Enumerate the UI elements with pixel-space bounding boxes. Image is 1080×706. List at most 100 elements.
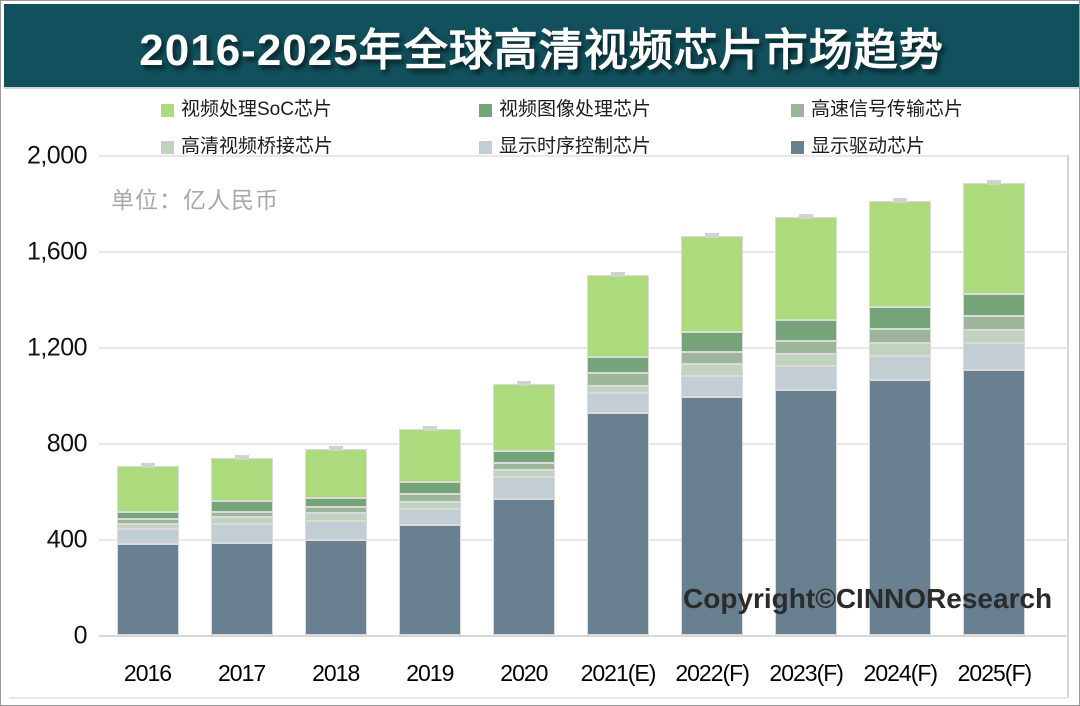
bar-segment [492,384,555,451]
gridline [99,442,1067,445]
bar-segment [775,354,838,366]
legend-item: 高速信号传输芯片 [791,100,963,120]
legend-label: 显示时序控制芯片 [499,136,652,157]
bar-segment [869,342,932,357]
bar-segment [492,469,555,478]
error-cap-icon [140,463,155,469]
chart-title: 2016-2025年全球高清视频芯片市场趋势 [139,25,944,75]
legend-swatch-icon [161,140,174,154]
bar-segment [587,393,649,414]
bar-segment [775,216,838,321]
legend-swatch-icon [479,103,492,117]
bar-segment [963,329,1026,344]
bar-segment [210,523,273,543]
legend-item: 视频处理SoC芯片 [161,100,332,120]
bar-segment [869,328,932,343]
bar-segment [398,493,461,503]
bar-segment [304,512,367,522]
copyright-text: Copyright©CINNOResearch [683,583,1053,614]
y-axis-tick-label: 400 [46,525,88,554]
bar-segment [869,356,932,380]
bar-segment [398,508,461,526]
legend-swatch-icon [161,103,174,117]
y-axis-tick-label: 2,000 [26,141,88,170]
error-cap-icon [893,197,908,203]
bar-segment [398,502,461,509]
bar-segment [398,482,461,494]
bar-segment [210,542,273,636]
legend-label: 视频处理SoC芯片 [181,99,332,120]
bar-segment [304,506,367,513]
legend-item: 视频图像处理芯片 [479,100,651,120]
gridline [99,538,1067,541]
bar-segment [869,200,932,308]
bar-segment [587,357,649,374]
bar-segment [116,466,179,512]
unit-label: 单位：亿人民币 [111,187,279,213]
bar-segment [681,351,744,365]
bar-segment [681,396,744,636]
legend-swatch-icon [791,140,804,154]
legend-swatch-icon [479,140,492,154]
error-cap-icon [422,425,437,431]
bar-segment [963,343,1026,371]
bar-segment [963,316,1026,330]
bar-segment [775,389,838,636]
bar-segment [210,458,273,502]
bar-segment [587,373,649,387]
error-cap-icon [516,381,531,386]
bar-segment [492,462,555,470]
bar-segment [304,539,367,636]
y-axis-tick-label: 800 [46,429,88,458]
error-cap-icon [705,232,720,238]
gridline [99,346,1067,349]
bar-segment [492,498,555,636]
bar-segment [210,516,273,524]
bar-segment [304,448,367,498]
bar-segment [116,524,179,529]
gridline [99,250,1067,253]
bar-segment [210,511,273,517]
legend-item: 显示时序控制芯片 [479,137,651,157]
bar-segment [304,521,367,540]
y-axis-tick-label: 1,600 [26,237,88,266]
x-axis-tick-label: 2021(E) [580,660,657,686]
x-axis-tick-label: 2018 [312,660,360,686]
legend-label: 高清视频桥接芯片 [181,136,334,157]
bar-segment [587,386,649,394]
bar-segment [587,274,649,358]
bar-segment [963,293,1026,317]
x-axis-tick-label: 2017 [218,660,266,686]
bar-segment [116,519,179,525]
x-axis-tick-label: 2023(F) [769,660,844,686]
bar-segment [963,370,1026,636]
y-axis-tick-label: 1,200 [26,333,88,362]
bar-segment [398,525,461,636]
bar-segment [304,497,367,507]
legend-label: 高速信号传输芯片 [811,99,964,120]
y-axis-tick-label: 0 [73,621,88,649]
title-banner: 2016-2025年全球高清视频芯片市场趋势 [4,4,1079,89]
legend-swatch-icon [791,103,804,117]
x-axis-tick-label: 2020 [500,660,548,686]
x-axis-tick-label: 2016 [123,660,172,686]
legend-label: 显示驱动芯片 [811,136,926,157]
x-axis-tick-label: 2022(F) [675,660,750,686]
bar-segment [210,501,273,512]
bar-segment [963,182,1026,294]
bar-segment [681,235,744,332]
bar-segment [775,365,838,390]
bar-segment [869,379,932,636]
bar-segment [116,544,179,636]
bar-segment [775,340,838,355]
bar-segment [681,375,744,397]
error-cap-icon [987,179,1002,185]
bar-segment [681,364,744,376]
legend-label: 视频图像处理芯片 [499,99,652,120]
error-cap-icon [234,455,249,461]
bar-segment [492,477,555,499]
bar-segment [869,307,932,329]
error-cap-icon [611,271,625,277]
gridline [99,634,1067,637]
